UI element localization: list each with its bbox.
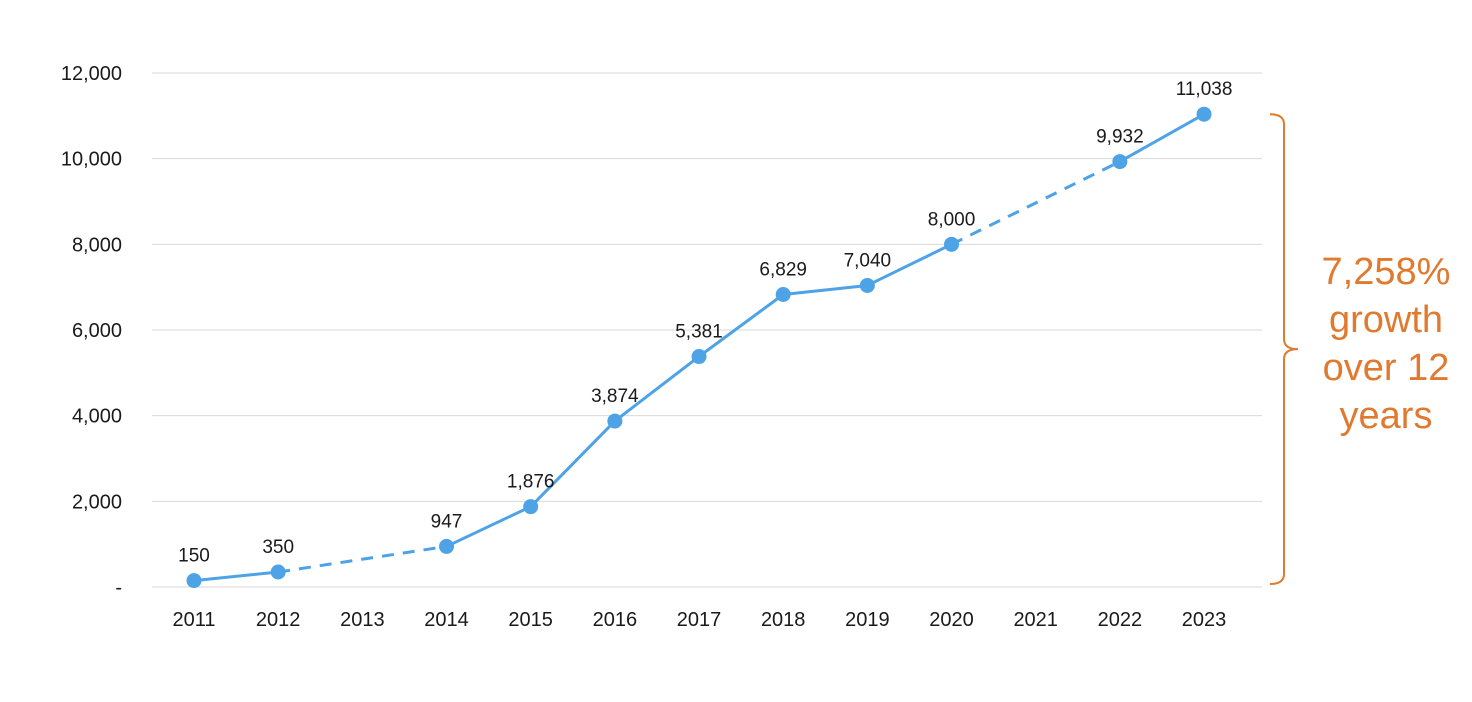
x-tick-label: 2019 xyxy=(845,609,890,631)
y-tick-label: 6,000 xyxy=(72,320,122,342)
x-tick-label: 2021 xyxy=(1013,609,1058,631)
x-tick-label: 2016 xyxy=(593,609,638,631)
data-label-2022: 9,932 xyxy=(1096,127,1144,148)
x-tick-label: 2013 xyxy=(340,609,385,631)
x-axis-tick-labels: 2011 2012 2013 2014 2015 2016 2017 2018 2019 2020… xyxy=(172,609,1226,631)
x-tick-label: 2017 xyxy=(677,609,722,631)
dashed-segment xyxy=(950,160,1121,246)
y-tick-label: 12,000 xyxy=(61,63,122,85)
data-label-2011: 150 xyxy=(178,546,210,567)
gridlines xyxy=(152,72,1262,588)
data-point-2022 xyxy=(1112,154,1128,170)
annotation-line-2: over 12 xyxy=(1323,347,1450,389)
growth-bracket xyxy=(1269,113,1299,585)
annotation-line-3: years xyxy=(1340,395,1433,437)
data-label-2019: 7,040 xyxy=(844,250,892,271)
solid-segment xyxy=(529,420,616,508)
data-labels: 150 350 947 1,876 3,874 5,381 6,829 7,040 8,000 9… xyxy=(178,79,1232,566)
solid-segment xyxy=(445,505,532,548)
x-tick-label: 2014 xyxy=(424,609,469,631)
data-label-2023: 11,038 xyxy=(1176,79,1233,100)
annotation-line-1: growth xyxy=(1329,299,1443,341)
x-tick-label: 2018 xyxy=(761,609,806,631)
y-tick-label: - xyxy=(115,577,122,599)
data-point-2017 xyxy=(691,349,707,365)
annotation-line-0: 7,258% xyxy=(1322,251,1451,293)
data-label-2015: 1,876 xyxy=(507,472,555,493)
x-tick-label: 2011 xyxy=(172,609,215,631)
data-point-2014 xyxy=(439,538,455,554)
data-label-2020: 8,000 xyxy=(928,209,976,230)
data-points xyxy=(186,106,1212,589)
data-point-2015 xyxy=(523,499,539,515)
solid-segment xyxy=(698,293,785,358)
y-tick-label: 10,000 xyxy=(61,149,122,171)
data-point-2016 xyxy=(607,413,623,429)
data-point-2023 xyxy=(1196,106,1212,122)
data-label-2016: 3,874 xyxy=(591,386,639,407)
data-point-2012 xyxy=(270,564,286,580)
series-line xyxy=(193,112,1205,583)
x-tick-label: 2015 xyxy=(508,609,553,631)
data-label-2012: 350 xyxy=(262,537,294,558)
y-tick-label: 4,000 xyxy=(72,406,122,428)
x-tick-label: 2023 xyxy=(1182,609,1227,631)
data-label-2018: 6,829 xyxy=(759,259,807,280)
data-point-2018 xyxy=(775,286,791,302)
data-point-2019 xyxy=(859,277,875,293)
x-tick-label: 2022 xyxy=(1098,609,1143,631)
solid-segment xyxy=(783,283,868,296)
y-axis-tick-labels: - 2,000 4,000 6,000 8,000 10,000 12,000 xyxy=(61,63,122,599)
solid-segment xyxy=(193,570,279,583)
y-tick-label: 2,000 xyxy=(72,491,122,513)
data-label-2017: 5,381 xyxy=(675,322,723,343)
x-tick-label: 2020 xyxy=(929,609,974,631)
growth-annotation: 7,258% growth over 12 years xyxy=(1269,113,1451,585)
solid-segment xyxy=(866,242,953,287)
data-label-2014: 947 xyxy=(431,511,463,532)
y-tick-label: 8,000 xyxy=(72,234,122,256)
x-tick-label: 2012 xyxy=(256,609,301,631)
data-point-2011 xyxy=(186,573,202,589)
solid-segment xyxy=(1119,112,1205,163)
growth-annotation-text: 7,258% growth over 12 years xyxy=(1322,251,1451,437)
solid-segment xyxy=(613,355,700,423)
data-point-2020 xyxy=(944,236,960,252)
dashed-segment xyxy=(277,544,447,574)
